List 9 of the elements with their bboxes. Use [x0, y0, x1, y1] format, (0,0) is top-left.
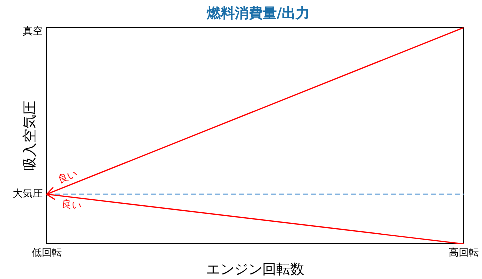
annotation: 真空 — [23, 25, 43, 38]
y-axis-title: 吸入空気圧 — [22, 101, 39, 171]
ref-line-label: 大気圧 — [13, 188, 43, 200]
chart-title: 燃料消費量/出力 — [206, 6, 310, 22]
x-tick-label: 高回転 — [449, 246, 479, 259]
x-axis-title: エンジン回転数 — [206, 262, 304, 278]
annotation: 良い — [61, 198, 83, 212]
x-tick-label: 低回転 — [32, 248, 62, 259]
annotation: 良い — [56, 168, 80, 186]
